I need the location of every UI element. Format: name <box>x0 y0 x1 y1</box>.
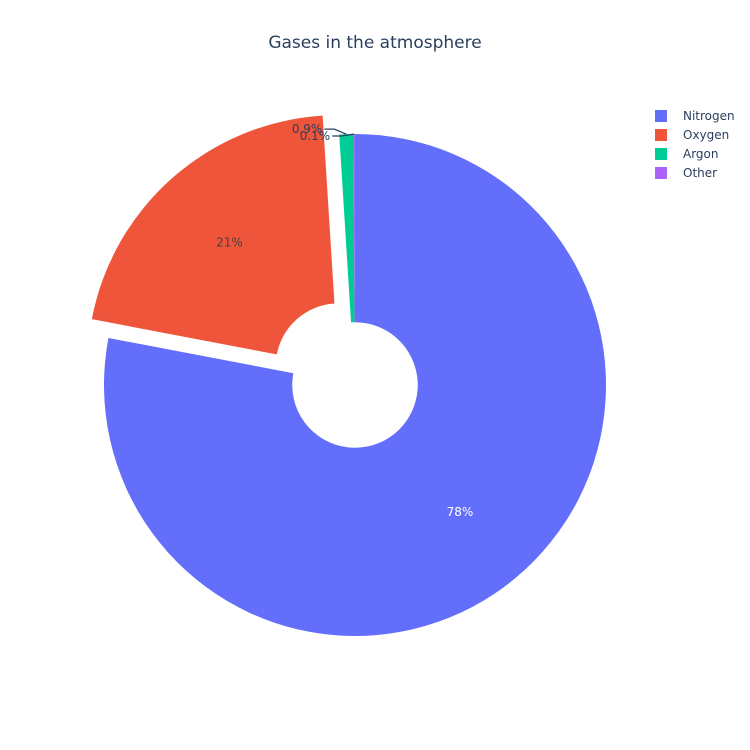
legend-item-argon[interactable]: Argon <box>655 144 735 163</box>
legend: Nitrogen Oxygen Argon Other <box>655 106 735 182</box>
leader-line-argon <box>324 128 347 135</box>
data-label-oxygen: 21% <box>216 236 243 250</box>
legend-item-oxygen[interactable]: Oxygen <box>655 125 735 144</box>
data-label-nitrogen: 78% <box>447 505 474 519</box>
data-label-argon: 0.9% <box>292 122 323 136</box>
slice-other[interactable] <box>353 134 355 323</box>
legend-swatch-argon <box>655 147 667 160</box>
slice-nitrogen[interactable] <box>103 134 606 636</box>
slice-argon[interactable] <box>339 134 355 323</box>
slice-oxygen[interactable] <box>91 115 335 355</box>
legend-item-nitrogen[interactable]: Nitrogen <box>655 106 735 125</box>
data-label-other: 0.1% <box>300 129 331 143</box>
chart-title: Gases in the atmosphere <box>268 33 482 53</box>
legend-label-other: Other <box>683 165 718 180</box>
legend-item-other[interactable]: Other <box>655 163 735 182</box>
legend-label-oxygen: Oxygen <box>683 127 730 142</box>
legend-swatch-nitrogen <box>655 109 667 122</box>
legend-swatch-oxygen <box>655 128 667 141</box>
legend-label-argon: Argon <box>683 146 719 161</box>
legend-swatch-other <box>655 166 667 179</box>
leader-line-other <box>332 133 355 137</box>
legend-label-nitrogen: Nitrogen <box>683 108 735 123</box>
